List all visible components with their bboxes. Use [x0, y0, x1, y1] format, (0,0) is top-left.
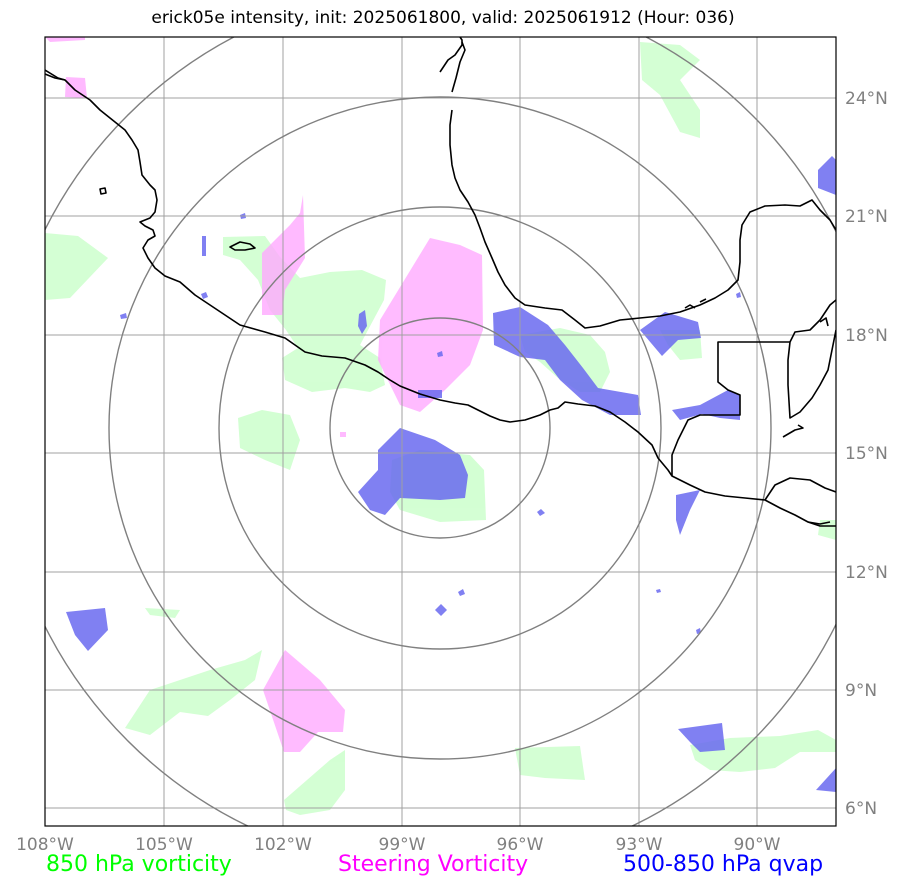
lat-tick-label: 9°N [845, 681, 877, 701]
gridlines [45, 37, 836, 826]
lon-tick-label: 99°W [379, 835, 426, 855]
map-title: erick05e intensity, init: 2025061800, va… [151, 8, 735, 28]
lon-tick-labels: 108°W 105°W 102°W 99°W 96°W 93°W 90°W [16, 835, 781, 855]
lat-tick-label: 6°N [845, 799, 877, 819]
lon-tick-label: 105°W [135, 835, 193, 855]
qvap-fields [66, 156, 836, 792]
lon-tick-label: 90°W [734, 835, 781, 855]
coastlines [45, 37, 836, 527]
lat-tick-label: 24°N [845, 89, 888, 109]
range-rings [45, 37, 836, 826]
map-frame [44, 36, 837, 827]
lat-tick-labels: 24°N 21°N 18°N 15°N 12°N 9°N 6°N [845, 89, 888, 819]
lat-tick-label: 21°N [845, 207, 888, 227]
lat-tick-label: 12°N [845, 563, 888, 583]
vort850-fields [45, 42, 836, 815]
lon-tick-label: 93°W [616, 835, 663, 855]
lon-tick-label: 102°W [254, 835, 312, 855]
lat-tick-label: 15°N [845, 444, 888, 464]
legend-qvap: 500-850 hPa qvap [623, 852, 824, 877]
lat-tick-label: 18°N [845, 326, 888, 346]
lon-tick-label: 108°W [16, 835, 74, 855]
legend-steering: Steering Vorticity [338, 852, 529, 877]
legend-vort850: 850 hPa vorticity [46, 852, 232, 877]
lon-tick-label: 96°W [497, 835, 544, 855]
